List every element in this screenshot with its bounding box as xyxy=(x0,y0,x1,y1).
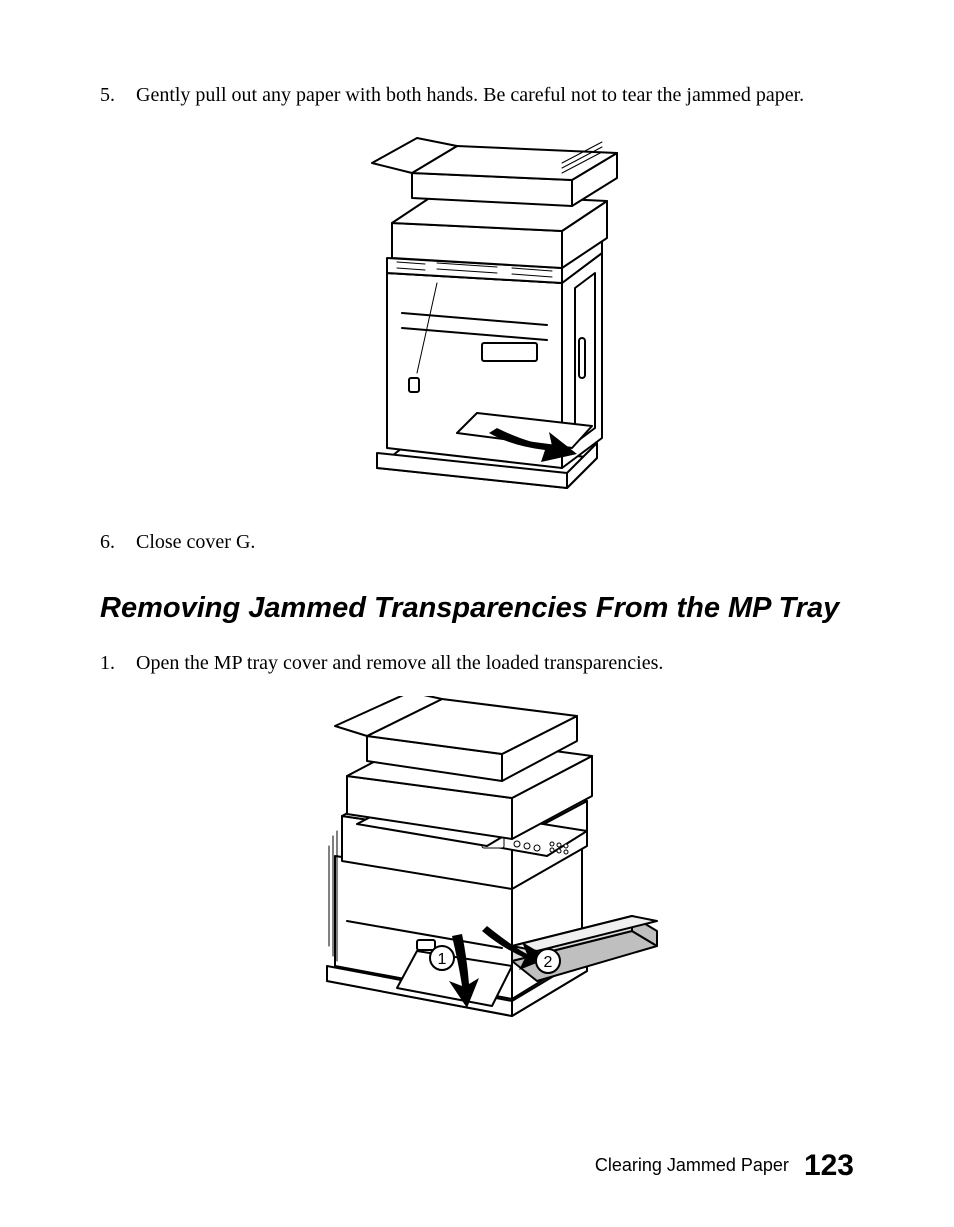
list-text: Gently pull out any paper with both hand… xyxy=(136,80,804,110)
footer-section-title: Clearing Jammed Paper xyxy=(595,1155,789,1175)
callout-label: 1 xyxy=(438,951,447,968)
page-footer: Clearing Jammed Paper 123 xyxy=(595,1149,854,1183)
list-text: Close cover G. xyxy=(136,527,255,557)
printer-mp-tray-icon: 1 2 xyxy=(287,696,667,1026)
figure-printer-mp-tray: 1 2 xyxy=(100,696,854,1031)
callout-label: 2 xyxy=(544,954,553,971)
list-text: Open the MP tray cover and remove all th… xyxy=(136,648,663,678)
page: 5. Gently pull out any paper with both h… xyxy=(0,0,954,1227)
list-item: 5. Gently pull out any paper with both h… xyxy=(100,80,854,110)
page-number: 123 xyxy=(804,1149,854,1182)
list-number: 6. xyxy=(100,527,136,557)
list-number: 1. xyxy=(100,648,136,678)
list-item: 1. Open the MP tray cover and remove all… xyxy=(100,648,854,678)
section-heading: Removing Jammed Transparencies From the … xyxy=(100,591,854,626)
figure-printer-rear xyxy=(100,128,854,503)
printer-rear-icon xyxy=(317,128,637,498)
list-number: 5. xyxy=(100,80,136,110)
list-item: 6. Close cover G. xyxy=(100,527,854,557)
